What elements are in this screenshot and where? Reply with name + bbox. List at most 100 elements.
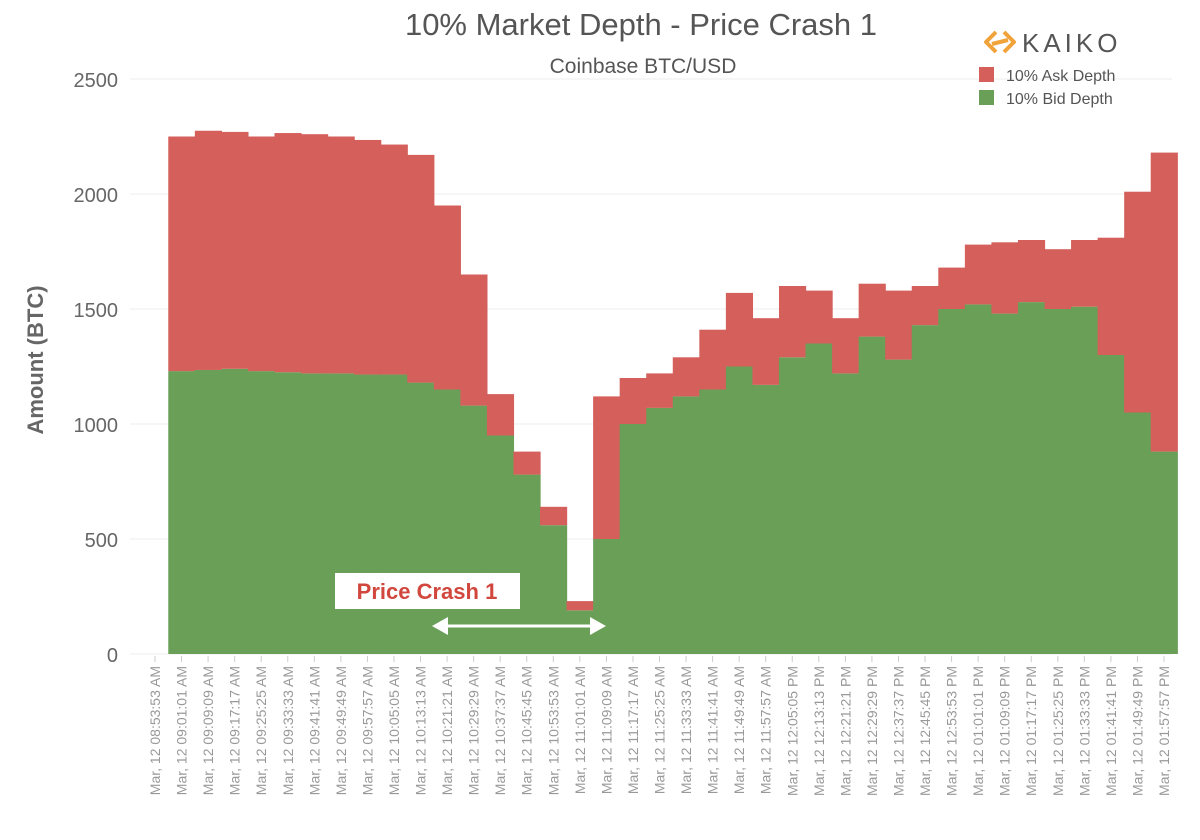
x-tick-label: Mar, 12 09:57:57 AM [359,666,375,795]
ask-bar [486,394,515,436]
chart-subtitle: Coinbase BTC/USD [550,55,737,78]
x-tick-label: Mar, 12 01:41:41 PM [1103,666,1119,796]
annotation-arrow-left-head [432,617,448,635]
ask-bar [1044,249,1072,309]
x-tick-label: Mar, 12 10:29:29 AM [466,666,482,795]
bid-bar [168,371,196,654]
x-tick-label: Mar, 12 01:17:17 PM [1023,666,1039,796]
x-tick-label: Mar, 12 11:09:09 AM [598,666,614,794]
x-tick-label: Mar, 12 09:09:09 AM [200,666,216,795]
x-tick-label: Mar, 12 10:45:45 AM [519,666,535,795]
ask-bar [593,396,621,539]
x-tick-label: Mar, 12 01:25:25 PM [1050,666,1066,796]
x-tick-label: Mar, 12 10:13:13 AM [413,666,429,795]
x-tick-label: Mar, 12 01:57:57 PM [1156,666,1172,796]
ask-bar [274,133,302,373]
bid-bar [832,373,860,654]
ask-bar [301,134,329,374]
annotation-label: Price Crash 1 [357,579,498,604]
x-tick-label: Mar, 12 01:33:33 PM [1076,666,1092,796]
x-tick-label: Mar, 12 10:21:21 AM [439,666,455,795]
y-tick-label: 1500 [74,300,119,322]
y-tick-label: 0 [107,645,118,667]
bid-bar [221,368,249,654]
kaiko-logo-icon [984,30,1016,54]
bid-bar [460,405,488,654]
x-tick-label: Mar, 12 11:17:17 AM [625,666,641,794]
x-tick-label: Mar, 12 09:49:49 AM [333,666,349,795]
bid-bar [991,313,1019,654]
ask-bar [540,506,568,526]
x-tick-label: Mar, 12 10:37:37 AM [492,666,508,795]
ask-bar [778,286,807,358]
bid-bar [327,373,355,654]
ask-bar [566,601,594,611]
ask-bar [433,205,461,390]
x-tick-label: Mar, 12 12:05:05 PM [784,666,800,796]
bid-bar [858,336,886,654]
bid-bar [885,359,913,654]
ask-bar [646,373,674,408]
x-tick-label: Mar, 12 01:01:01 PM [970,666,986,796]
bid-bar [1044,309,1072,654]
x-tick-label: Mar, 12 11:33:33 AM [678,666,694,794]
x-tick-label: Mar, 12 11:01:01 AM [572,666,588,794]
bid-bar [938,309,966,654]
stacked-bars [168,130,1178,654]
brand-name: KAIKO [1022,28,1121,58]
legend-swatch-ask [979,67,994,82]
ask-bar [1071,240,1099,307]
x-tick-label: Mar, 12 12:13:13 PM [811,666,827,796]
x-tick-label: Mar, 12 12:45:45 PM [917,666,933,796]
ask-bar [911,286,939,326]
ask-bar [513,451,541,475]
ask-bar [247,136,276,372]
bid-bar [1150,451,1178,654]
y-tick-label: 500 [85,530,118,552]
legend-label-ask: 10% Ask Depth [1006,68,1115,85]
ask-bar [805,290,833,344]
ask-bar [168,136,196,372]
y-tick-label: 2500 [74,70,119,92]
ask-bar [194,130,222,370]
ask-bar [354,139,382,375]
brand-logo: KAIKO [984,28,1121,58]
ask-bar [327,136,355,374]
bid-bar [407,382,435,654]
bid-bar [964,304,993,654]
y-tick-label: 2000 [74,185,119,207]
bid-bar [593,539,621,654]
x-tick-label: Mar, 12 12:29:29 PM [864,666,880,796]
ask-bar [407,154,435,383]
x-tick-label: Mar, 12 01:49:49 PM [1129,666,1145,796]
y-axis-ticks: 0 500 1000 1500 2000 2500 [74,70,119,667]
bid-bar [380,374,408,654]
x-tick-label: Mar, 12 11:57:57 AM [758,666,774,794]
x-tick-label: Mar, 12 09:25:25 AM [253,666,269,795]
bid-bar [672,396,700,654]
bid-bar [1071,306,1099,654]
bid-bar [566,610,594,654]
ask-bar [1017,240,1046,303]
bid-bar [301,373,329,654]
x-tick-label: Mar, 12 11:25:25 AM [652,666,668,794]
bid-bar [778,357,807,654]
legend-label-bid: 10% Bid Depth [1006,91,1113,108]
ask-bar [938,267,966,309]
bid-bar [513,474,541,654]
ask-bar [1097,237,1125,355]
bid-bar [540,525,568,654]
chart-title: 10% Market Depth - Price Crash 1 [405,7,877,42]
ask-bar [221,131,249,369]
annotation-box [335,573,520,609]
legend: 10% Ask Depth 10% Bid Depth [979,67,1115,108]
x-axis-ticks: Mar, 12 08:53:53 AM Mar, 12 09:01:01 AM Ma… [147,656,1172,796]
ask-bar [460,274,488,406]
x-tick-label: Mar, 12 12:37:37 PM [890,666,906,796]
annotation-arrow-right-head [590,617,606,635]
legend-swatch-bid [979,90,994,105]
x-tick-label: Mar, 12 08:53:53 AM [147,666,163,795]
ask-bar [885,290,913,360]
bid-bar [1017,302,1046,654]
